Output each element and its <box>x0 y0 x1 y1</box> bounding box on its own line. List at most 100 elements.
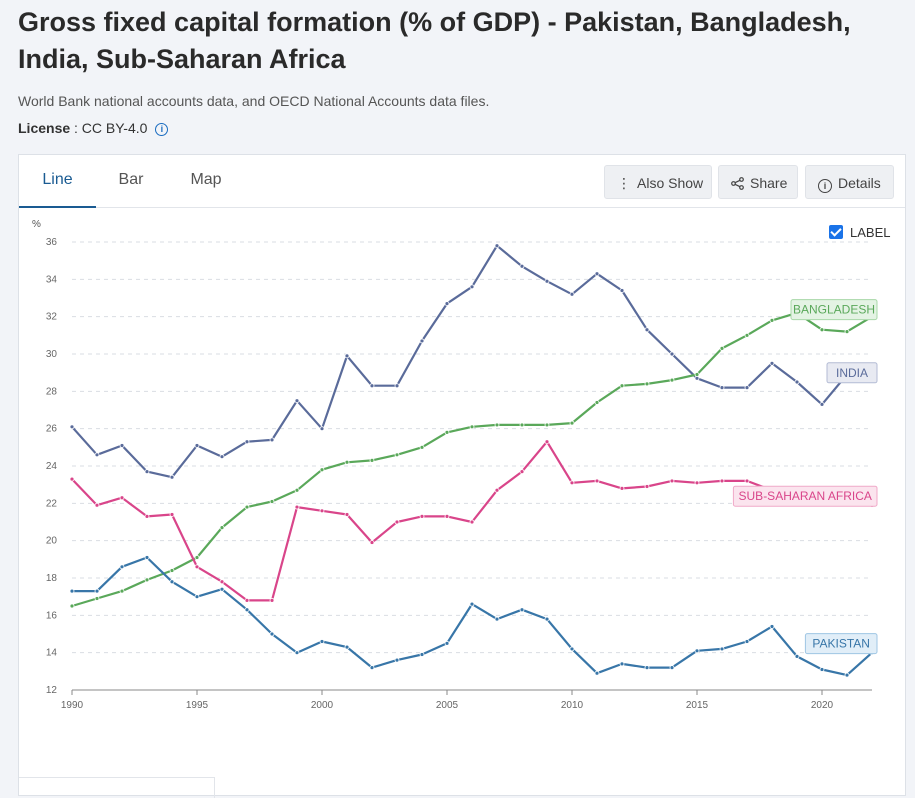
share-icon <box>731 166 744 200</box>
data-point-pakistan <box>669 665 675 670</box>
data-point-india <box>519 263 525 269</box>
data-point-sub-saharan-africa <box>494 487 500 493</box>
data-point-india <box>544 278 550 284</box>
data-point-pakistan <box>619 661 625 667</box>
data-point-pakistan <box>169 579 175 585</box>
y-tick-label: 12 <box>46 685 58 696</box>
data-point-bangladesh <box>519 422 525 428</box>
data-point-india <box>419 338 425 344</box>
data-point-india <box>394 383 400 389</box>
data-point-bangladesh <box>294 487 300 493</box>
data-point-bangladesh <box>69 603 75 609</box>
data-point-bangladesh <box>244 504 250 510</box>
series-label-bangladesh: BANGLADESH <box>793 303 875 317</box>
data-point-india <box>769 360 775 366</box>
series-label-sub-saharan-africa: SUB-SAHARAN AFRICA <box>739 489 872 503</box>
data-point-pakistan <box>369 665 375 670</box>
data-point-pakistan <box>569 646 575 652</box>
page-title: Gross fixed capital formation (% of GDP)… <box>18 7 851 74</box>
data-point-bangladesh <box>744 332 750 338</box>
data-point-india <box>644 327 650 333</box>
y-tick-label: 28 <box>46 386 58 397</box>
data-point-india <box>719 385 725 391</box>
data-point-pakistan <box>594 670 600 676</box>
data-point-bangladesh <box>269 499 275 504</box>
license-value: : CC BY-4.0 <box>70 120 148 136</box>
data-point-sub-saharan-africa <box>219 579 225 585</box>
y-axis-label: % <box>32 219 41 230</box>
data-point-bangladesh <box>344 459 350 465</box>
tab-map[interactable]: Map <box>190 171 222 188</box>
data-point-india <box>144 469 150 475</box>
data-point-sub-saharan-africa <box>169 512 175 517</box>
details-button[interactable]: i Details <box>805 165 894 199</box>
data-point-india <box>369 383 375 389</box>
chart-card: Line Bar Map ⋮ Also Show Share i Details L… <box>18 154 906 798</box>
x-tick-label: 1990 <box>61 700 84 711</box>
also-show-label: Also Show <box>637 175 704 191</box>
data-point-bangladesh <box>719 345 725 351</box>
data-point-pakistan <box>419 652 425 657</box>
data-point-pakistan <box>319 639 325 644</box>
license-line: License : CC BY-4.0 i <box>18 120 169 136</box>
y-tick-label: 34 <box>46 274 58 285</box>
y-tick-label: 14 <box>46 648 58 659</box>
tab-line[interactable]: Line <box>19 155 96 208</box>
data-point-bangladesh <box>194 555 200 560</box>
data-point-pakistan <box>219 586 225 592</box>
data-point-sub-saharan-africa <box>569 480 575 486</box>
data-point-sub-saharan-africa <box>244 597 250 603</box>
data-point-bangladesh <box>844 329 850 335</box>
data-point-bangladesh <box>394 452 400 458</box>
share-button[interactable]: Share <box>718 165 798 199</box>
data-point-india <box>119 443 125 448</box>
data-point-pakistan <box>69 588 75 594</box>
data-point-bangladesh <box>644 381 650 387</box>
tab-bar[interactable]: Bar <box>118 171 144 188</box>
data-point-india <box>194 443 200 448</box>
label-checkbox[interactable] <box>829 225 843 239</box>
label-toggle[interactable]: LABEL <box>829 225 890 240</box>
data-point-pakistan <box>294 650 300 656</box>
data-point-sub-saharan-africa <box>619 485 625 491</box>
also-show-button[interactable]: ⋮ Also Show <box>604 165 712 199</box>
data-point-bangladesh <box>169 568 175 573</box>
data-point-bangladesh <box>494 422 500 428</box>
data-point-sub-saharan-africa <box>719 478 725 484</box>
x-tick-label: 2020 <box>811 700 834 711</box>
data-point-pakistan <box>694 648 700 654</box>
y-tick-label: 24 <box>46 461 58 472</box>
data-point-bangladesh <box>619 383 625 389</box>
data-point-india <box>794 379 800 385</box>
more-vertical-icon: ⋮ <box>617 175 631 191</box>
data-point-india <box>169 474 175 480</box>
data-point-sub-saharan-africa <box>119 495 125 501</box>
data-point-pakistan <box>194 594 200 600</box>
info-icon[interactable]: i <box>155 123 169 136</box>
data-point-india <box>244 439 250 445</box>
series-label-badge <box>732 485 878 507</box>
data-point-india <box>444 301 450 307</box>
data-point-bangladesh <box>694 372 700 377</box>
data-point-bangladesh <box>219 525 225 531</box>
data-point-sub-saharan-africa <box>669 478 675 484</box>
data-point-india <box>594 271 600 277</box>
data-point-bangladesh <box>94 596 100 601</box>
data-point-sub-saharan-africa <box>544 439 550 445</box>
data-point-pakistan <box>794 653 800 659</box>
data-point-india <box>819 401 825 407</box>
license-label: License <box>18 120 71 136</box>
data-point-pakistan <box>119 564 125 570</box>
y-tick-label: 30 <box>46 349 58 360</box>
series-label-badge <box>790 299 878 321</box>
data-point-pakistan <box>444 640 450 646</box>
data-point-india <box>294 398 300 404</box>
series-label-india: INDIA <box>836 366 868 380</box>
y-tick-label: 32 <box>46 312 58 323</box>
data-point-sub-saharan-africa <box>644 484 650 489</box>
series-label-badge <box>804 633 878 655</box>
x-tick-label: 2005 <box>436 700 459 711</box>
data-point-pakistan <box>244 607 250 613</box>
label-toggle-text: LABEL <box>850 225 891 240</box>
data-point-pakistan <box>94 588 100 594</box>
